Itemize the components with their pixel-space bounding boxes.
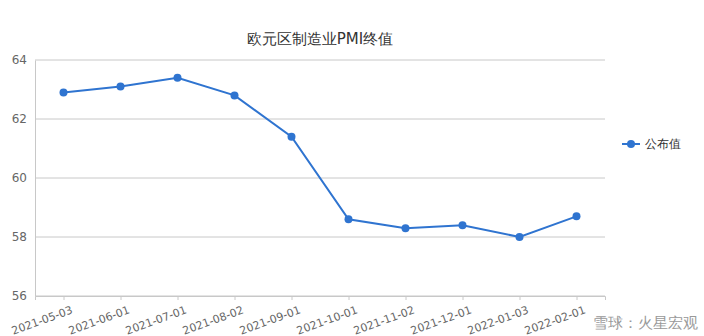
x-tick: 2021-06-01: [67, 296, 132, 336]
y-tick-label: 64: [12, 53, 27, 67]
x-tick-mark: [577, 296, 578, 300]
x-tick-label: 2021-09-01: [238, 303, 303, 336]
x-tick-mark: [292, 296, 293, 300]
x-tick: 2021-05-03: [10, 296, 75, 336]
point: [516, 233, 524, 241]
x-axis: 2021-05-032021-06-012021-07-012021-08-02…: [10, 296, 606, 336]
x-tick-label: 2021-10-01: [295, 303, 360, 336]
x-axis-line: [36, 297, 606, 301]
legend-label: 公布值: [645, 137, 681, 151]
legend-marker: [627, 140, 635, 148]
chart: 欧元区制造业PMI终值 56 58 60 62 64 2021-05-032021-06-0…: [0, 0, 704, 336]
y-axis: 56 58 60 62 64: [12, 53, 36, 303]
point: [459, 221, 467, 229]
point: [345, 215, 353, 223]
x-tick-mark: [121, 296, 122, 300]
y-tick: 56: [12, 289, 35, 303]
x-tick-label: 2021-07-01: [124, 303, 189, 336]
grid-line: [35, 119, 605, 120]
point: [60, 88, 68, 96]
x-tick: 2022-02-01: [523, 296, 588, 336]
y-tick-label: 62: [12, 112, 27, 126]
point: [174, 74, 182, 82]
x-tick: 2021-09-01: [238, 296, 303, 336]
title: 欧元区制造业PMI终值: [247, 30, 393, 48]
series-line: [64, 78, 577, 237]
x-tick: 2021-10-01: [295, 296, 360, 336]
x-tick-mark: [178, 296, 179, 300]
x-tick-mark: [406, 296, 407, 300]
x-tick-mark: [463, 296, 464, 300]
plot-area: [60, 74, 581, 241]
point: [288, 133, 296, 141]
x-tick-label: 2022-01-03: [466, 303, 531, 336]
legend: 公布值: [622, 137, 681, 151]
x-tick-label: 2021-11-02: [352, 303, 417, 336]
x-tick-label: 2021-12-01: [409, 303, 474, 336]
x-tick: 2021-08-02: [181, 296, 246, 336]
x-tick: 2021-07-01: [124, 296, 189, 336]
x-tick: 2021-11-02: [352, 296, 417, 336]
x-tick: 2021-12-01: [409, 296, 474, 336]
x-tick-mark: [349, 296, 350, 300]
x-tick: 2022-01-03: [466, 296, 531, 336]
grid-line: [35, 60, 605, 61]
y-tick-label: 56: [12, 289, 27, 303]
y-tick: 60: [12, 171, 35, 185]
point: [117, 83, 125, 91]
y-tick: 58: [12, 230, 35, 244]
x-tick-mark: [64, 296, 65, 300]
x-tick-mark: [520, 296, 521, 300]
y-tick-label: 60: [12, 171, 27, 185]
y-tick: 62: [12, 112, 35, 126]
y-tick: 64: [12, 53, 35, 67]
x-tick-label: 2021-08-02: [181, 303, 246, 336]
x-tick-mark: [235, 296, 236, 300]
x-tick-label: 2021-06-01: [67, 303, 132, 336]
watermark: 雪球：火星宏观: [593, 314, 698, 332]
y-axis-line: [35, 61, 36, 297]
x-tick-label: 2021-05-03: [10, 303, 75, 336]
point: [573, 212, 581, 220]
grid: [35, 60, 605, 296]
x-tick-label: 2022-02-01: [523, 303, 588, 336]
point: [402, 224, 410, 232]
y-tick-label: 58: [12, 230, 27, 244]
point: [231, 91, 239, 99]
